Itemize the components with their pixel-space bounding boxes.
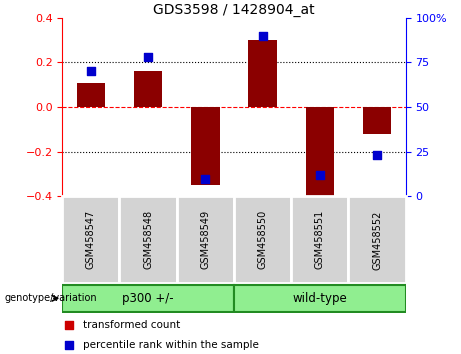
Bar [306,107,334,199]
Point [65,342,73,348]
Bar [62,196,119,283]
Text: GSM458552: GSM458552 [372,210,382,269]
Bar [119,196,177,283]
Bar [363,107,391,134]
Text: GSM458551: GSM458551 [315,210,325,269]
Text: genotype/variation: genotype/variation [5,293,97,303]
Text: transformed count: transformed count [83,320,180,330]
Point [65,322,73,327]
Bar [291,196,349,283]
Point [201,176,209,181]
Bar [248,40,277,107]
Text: percentile rank within the sample: percentile rank within the sample [83,340,259,350]
Text: GSM458550: GSM458550 [258,210,267,269]
Title: GDS3598 / 1428904_at: GDS3598 / 1428904_at [153,3,315,17]
Bar [177,196,234,283]
Text: p300 +/-: p300 +/- [122,292,174,305]
Point [373,153,381,158]
Text: wild-type: wild-type [292,292,347,305]
Bar [77,82,105,107]
Point [144,54,152,60]
Text: GSM458549: GSM458549 [201,210,210,269]
Bar [234,285,406,312]
Point [316,172,324,178]
Bar [234,196,291,283]
Bar [62,285,234,312]
Point [87,69,95,74]
Bar [134,71,162,107]
Point [259,33,266,39]
Text: GSM458548: GSM458548 [143,210,153,269]
Bar [191,107,219,185]
Bar [349,196,406,283]
Text: GSM458547: GSM458547 [86,210,96,269]
